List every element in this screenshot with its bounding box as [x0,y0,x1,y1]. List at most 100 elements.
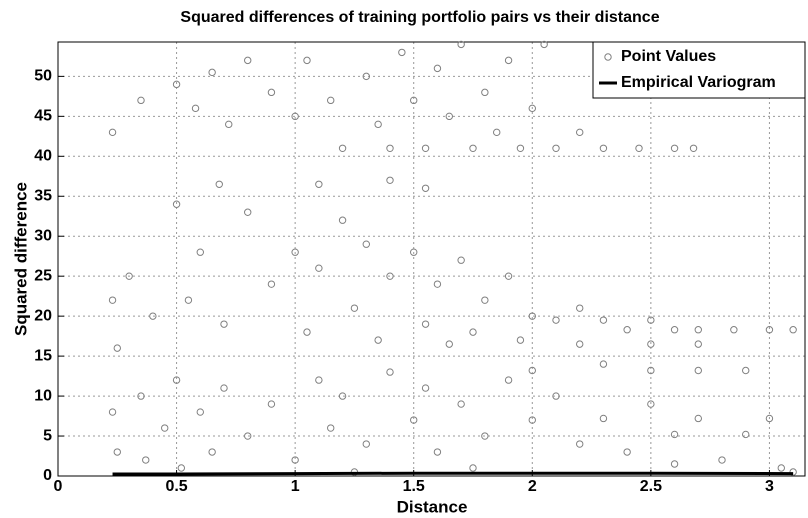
point [220,320,228,328]
x-tick-label: 2 [528,478,537,495]
point [623,326,631,334]
point [362,240,370,248]
y-tick-label: 45 [34,108,52,125]
point [108,296,117,304]
point [398,48,406,57]
point [338,144,347,153]
point [445,112,453,121]
point [303,56,311,65]
point [374,120,382,129]
point [528,416,536,424]
point [481,432,489,440]
point [516,336,525,344]
point [576,128,584,137]
point [552,392,560,400]
point [362,440,370,448]
x-tick-label: 3 [765,478,774,495]
point [137,96,145,105]
point [623,448,631,456]
point [196,408,204,416]
point [469,144,477,153]
point [172,376,181,384]
y-tick-label: 40 [34,148,52,165]
point [386,368,394,376]
y-tick-label: 10 [34,387,52,404]
point [172,200,181,208]
point [108,408,117,416]
point [552,316,560,324]
point [647,316,655,324]
point [421,144,430,153]
y-tick-label: 50 [34,68,52,85]
point [433,280,442,288]
point [647,366,655,375]
point [113,344,121,352]
point [694,414,702,423]
point [457,400,465,408]
point [516,144,525,153]
point [172,80,181,89]
point [327,424,335,432]
point [457,40,465,49]
point [599,414,608,423]
point [208,68,216,77]
point [177,464,186,472]
point [350,304,359,312]
point [493,128,501,137]
point [670,144,679,153]
point [291,248,299,256]
point [386,144,394,153]
point [338,216,347,224]
point [327,96,335,105]
point [362,72,370,81]
point [433,448,442,456]
variogram-line [112,471,794,476]
point [742,366,750,375]
point [576,440,584,448]
point [599,360,608,368]
point [410,248,418,256]
point [191,104,200,113]
point [421,320,430,328]
point [445,340,453,348]
chart-title: Squared differences of training portfoli… [180,9,659,26]
point [481,296,489,304]
legend-box [592,41,806,99]
point [504,272,513,280]
point [244,432,252,440]
point [670,460,679,468]
point [386,176,394,184]
point [374,336,382,344]
x-axis-label: Distance [397,497,468,516]
point [576,340,584,348]
point [469,464,477,472]
legend-label: Empirical Variogram [621,74,776,91]
point [457,256,465,264]
point [291,112,299,121]
point [504,376,513,384]
x-tick-label: 1 [291,478,300,495]
point [552,144,560,153]
x-tick-label: 0.5 [165,478,187,495]
y-tick-label: 0 [43,467,52,484]
point [469,328,477,336]
point [315,264,323,272]
point [777,464,785,472]
point [225,120,233,129]
point [142,456,150,464]
point [410,416,418,424]
point [267,280,276,288]
point [125,272,133,280]
point [647,340,655,348]
point [267,88,276,97]
point [789,468,797,476]
plot-frame [57,41,806,477]
y-tick-label: 5 [43,427,52,444]
point [528,104,536,113]
point [161,424,169,432]
point [789,326,797,334]
point [315,376,323,384]
point [291,456,299,464]
point [421,184,430,192]
point [504,56,513,65]
